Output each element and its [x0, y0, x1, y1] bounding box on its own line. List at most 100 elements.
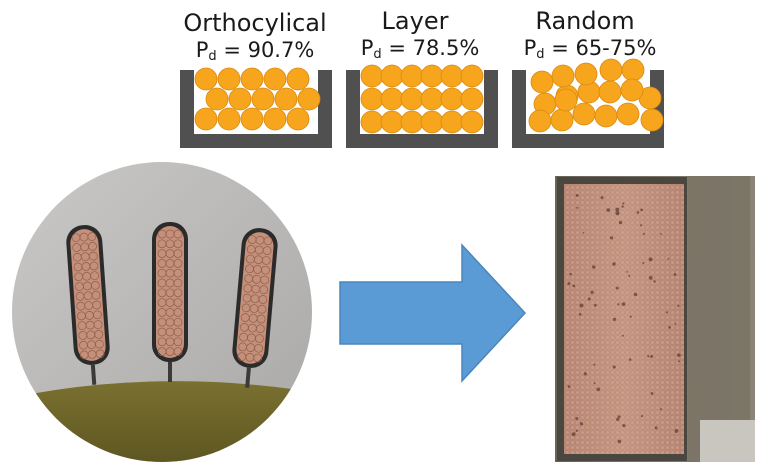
void-spot — [653, 280, 656, 283]
wire-conductor — [460, 64, 484, 88]
wire-conductor — [620, 78, 644, 102]
strand — [263, 236, 273, 246]
strand — [93, 320, 103, 329]
strand — [94, 329, 104, 339]
strand — [173, 288, 183, 298]
layer-density: Pd = 78.5% — [360, 36, 480, 62]
void-spot — [583, 372, 587, 376]
wire-conductor — [205, 87, 229, 111]
void-spot — [648, 275, 653, 280]
wire-conductor — [217, 107, 241, 131]
void-spot — [593, 363, 596, 366]
wire-conductor — [594, 104, 618, 128]
wire-conductor — [400, 87, 424, 111]
strand — [87, 232, 97, 241]
wire-conductor — [380, 87, 404, 111]
stator-cross-section-photo — [12, 162, 312, 462]
wire-conductor — [194, 67, 218, 91]
void-spot — [677, 353, 681, 357]
slot-bottom — [512, 134, 664, 148]
void-spot — [615, 207, 620, 212]
void-spot — [674, 429, 679, 433]
wire-conductor — [400, 110, 424, 134]
copper-bundle — [156, 226, 184, 358]
void-spot — [642, 232, 645, 235]
void-spot — [596, 387, 601, 392]
slot-wall-left — [180, 70, 194, 148]
random-density: Pd = 65-75% — [523, 36, 657, 62]
void-spot — [609, 236, 614, 240]
slot-bottom — [346, 134, 498, 148]
strand — [253, 353, 263, 363]
end-winding-region — [12, 381, 312, 462]
void-spot — [590, 290, 594, 294]
wire-conductor — [621, 58, 645, 82]
slot-opening — [90, 364, 97, 385]
strand — [255, 334, 264, 343]
wire-conductor — [251, 87, 275, 111]
strand — [92, 300, 102, 310]
void-spot — [616, 417, 620, 422]
packing-diagrams — [180, 58, 664, 148]
wire-conductor — [240, 67, 264, 91]
strand — [93, 310, 102, 320]
void-spot — [667, 257, 670, 260]
void-spot — [612, 365, 616, 369]
slot-wall-left — [346, 70, 360, 148]
strand — [254, 343, 263, 353]
void-spot — [612, 317, 617, 322]
orthocyclical-density: Pd = 90.7% — [195, 38, 315, 64]
void-spot — [650, 392, 654, 395]
slot-wall-right — [484, 70, 498, 148]
strand — [262, 246, 272, 256]
wire-conductor — [297, 87, 321, 111]
strand — [95, 349, 105, 359]
copper-bundle — [70, 229, 106, 361]
wire-conductor — [599, 58, 623, 82]
wire-conductor — [274, 87, 298, 111]
wire-conductor — [440, 64, 464, 88]
void-spot — [640, 224, 643, 227]
wire-conductor — [194, 107, 218, 131]
void-spot — [621, 334, 624, 337]
strand — [88, 242, 97, 251]
strand — [173, 259, 183, 268]
void-spot — [647, 355, 650, 358]
wire-conductor — [572, 102, 596, 126]
wire-conductor — [616, 102, 640, 126]
void-spot — [621, 205, 624, 208]
wire-conductor — [400, 64, 424, 88]
void-spot — [587, 297, 591, 301]
strand — [89, 261, 99, 271]
strand — [173, 298, 183, 307]
strand — [173, 239, 183, 249]
wire-conductor — [528, 109, 552, 133]
strand — [260, 275, 269, 285]
right-arrow — [339, 243, 527, 383]
wire-conductor — [420, 64, 444, 88]
wire-conductor — [574, 62, 598, 86]
void-spot — [640, 415, 644, 418]
void-spot — [600, 196, 604, 200]
wire-conductor — [550, 108, 574, 132]
void-spot — [612, 262, 616, 266]
void-spot — [617, 303, 620, 306]
void-spot — [677, 304, 680, 307]
slot-opening — [168, 362, 172, 382]
slot-bottom — [180, 134, 332, 148]
wire-conductor — [360, 87, 384, 111]
wire-conductor — [380, 110, 404, 134]
void-spot — [636, 211, 640, 214]
void-spot — [593, 303, 597, 307]
winding-slot-channel — [346, 64, 498, 148]
void-spot — [617, 439, 622, 444]
void-spot — [582, 231, 585, 234]
void-spot — [668, 326, 671, 329]
void-spot — [567, 282, 571, 286]
strand — [173, 249, 183, 258]
strand — [261, 256, 271, 265]
wire-conductor — [228, 87, 252, 111]
wire-conductor — [263, 107, 287, 131]
strand — [173, 308, 183, 317]
